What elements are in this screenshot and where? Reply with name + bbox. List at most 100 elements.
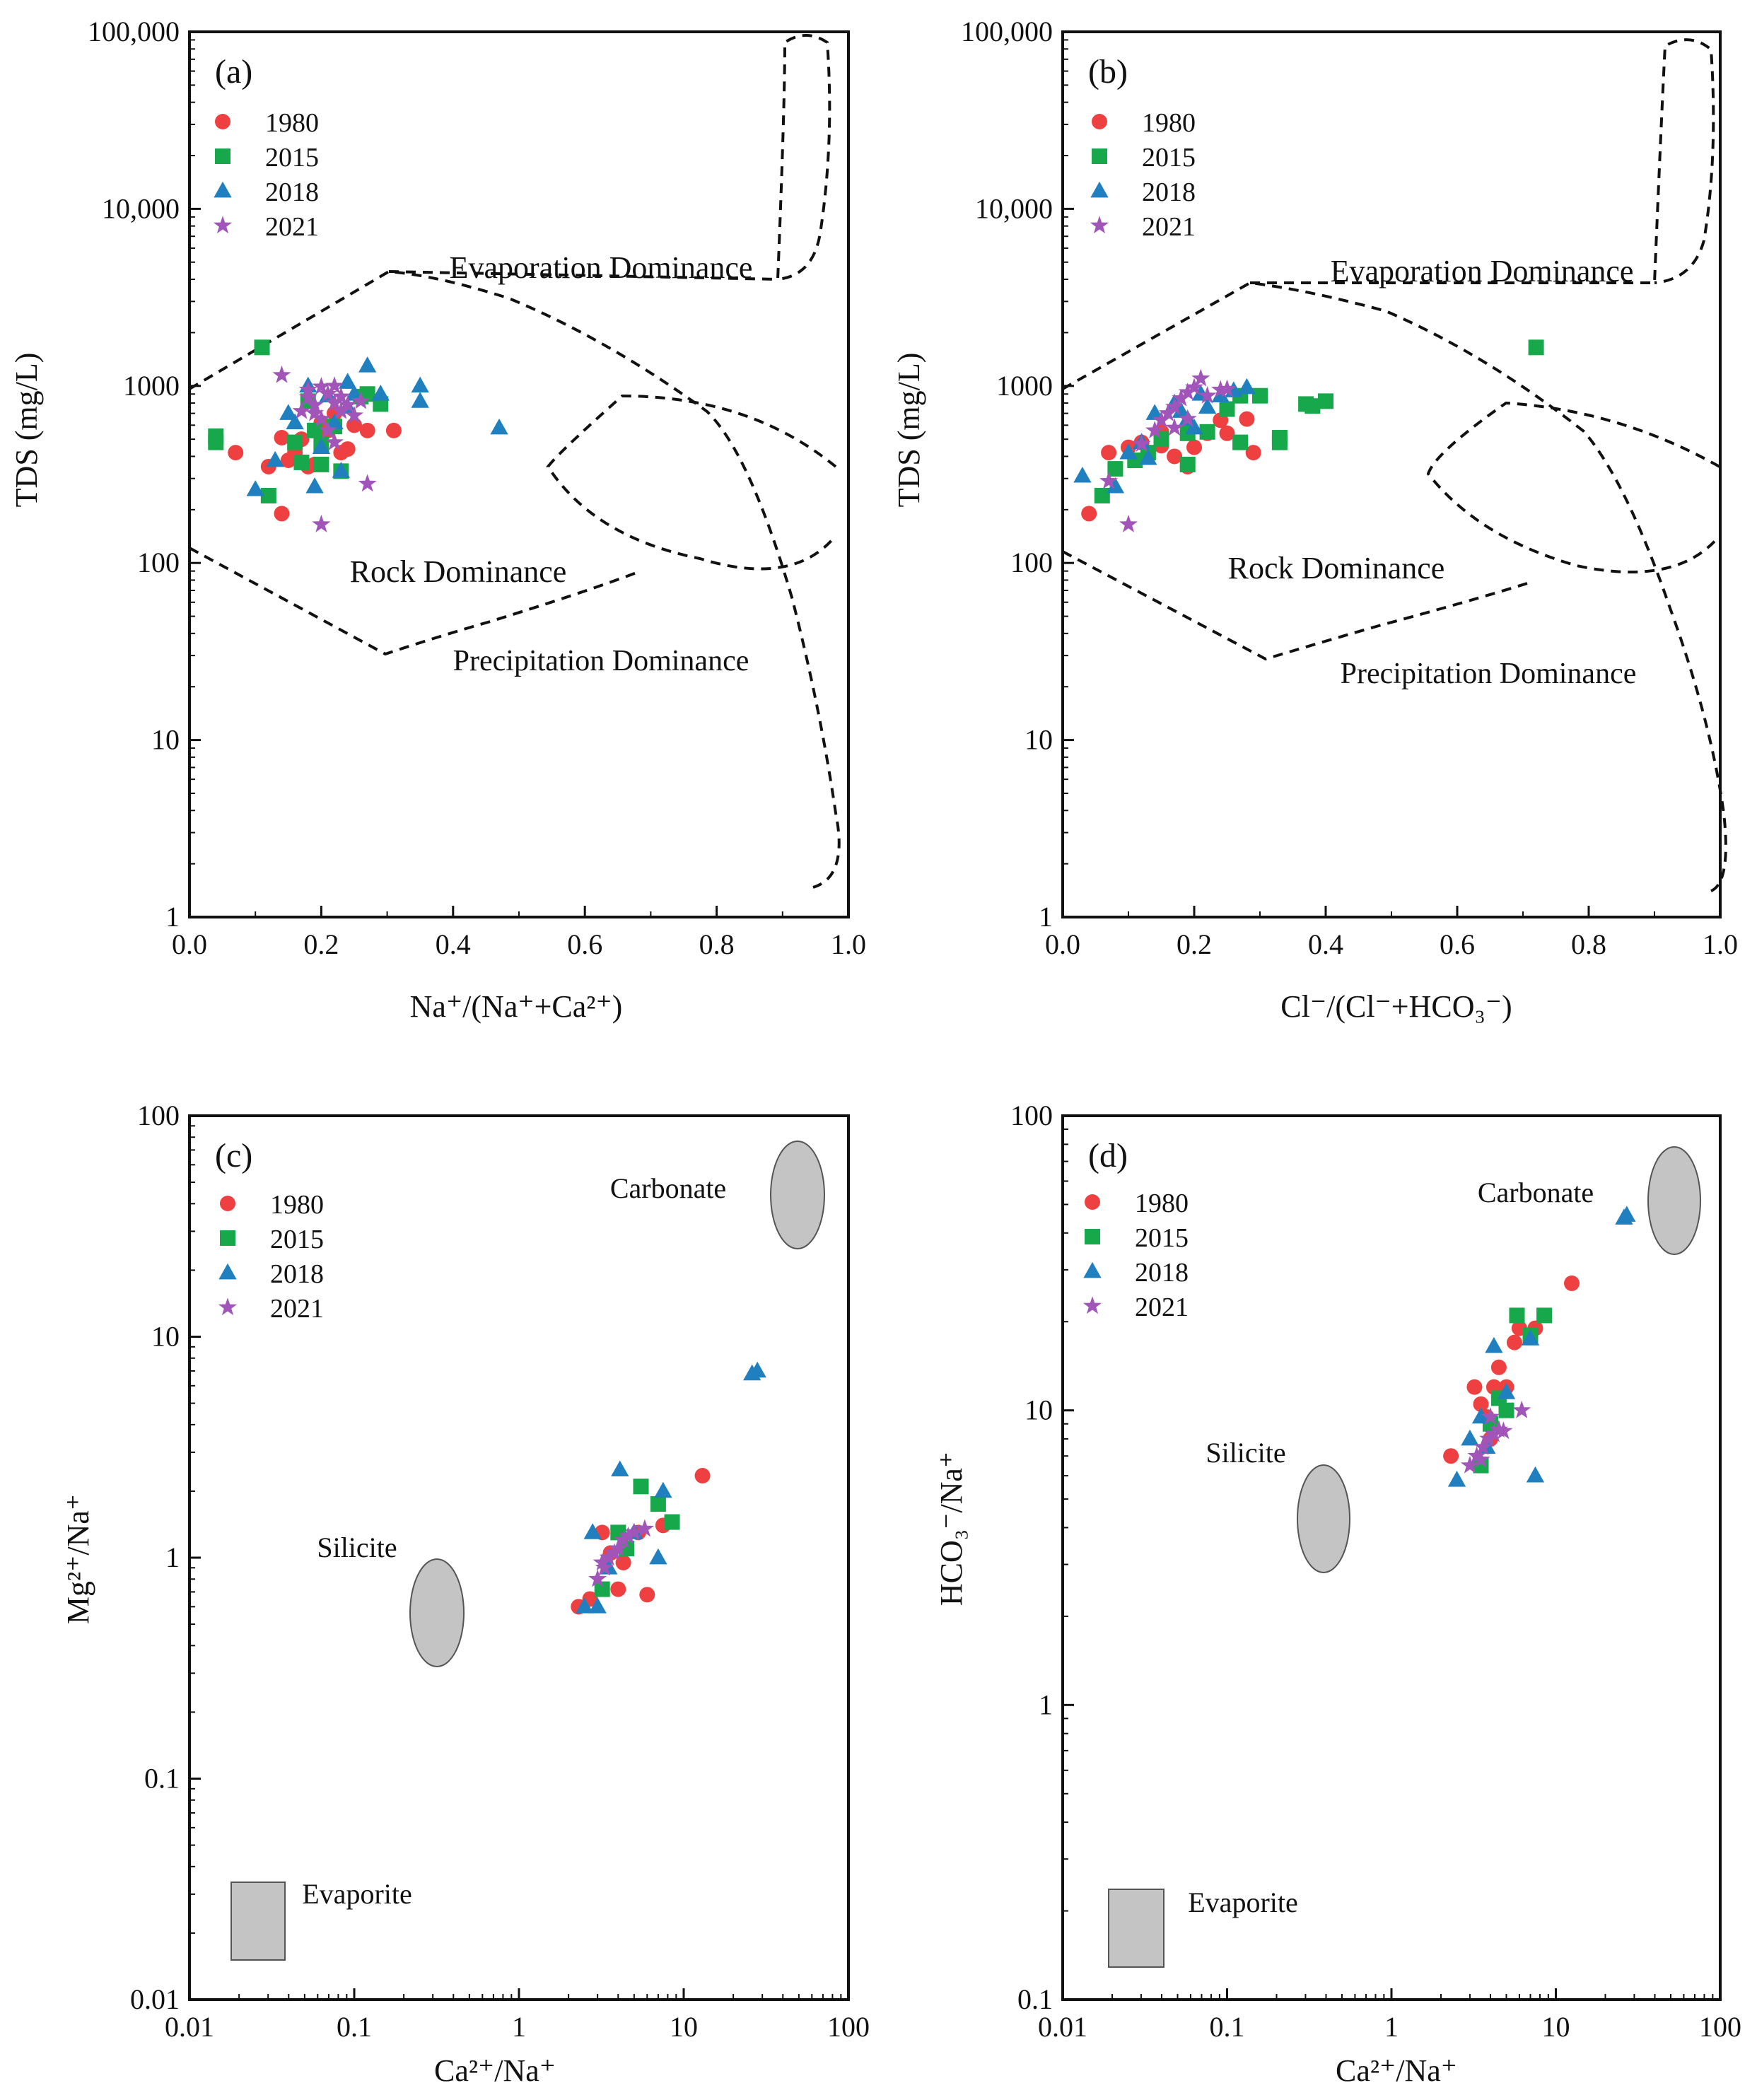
legend-marker-2021 <box>218 1297 238 1316</box>
data-point-2021 <box>1145 421 1164 438</box>
data-point-2021 <box>1184 378 1204 396</box>
legend-marker-2015 <box>220 1230 235 1246</box>
y-tick-label: 100 <box>137 1099 180 1131</box>
gibbs-boundary-inner <box>1426 401 1720 573</box>
y-tick-label: 10 <box>1025 724 1053 756</box>
data-point-2021 <box>1494 1421 1513 1440</box>
y-tick-label: 100,000 <box>88 16 180 47</box>
legend-label: 1980 <box>1142 108 1196 138</box>
data-point-2018 <box>1198 397 1217 414</box>
legend-label: 2015 <box>265 143 319 173</box>
legend-marker-2018 <box>218 1263 237 1280</box>
data-point-2015 <box>1107 461 1123 477</box>
data-point-2021 <box>1191 368 1210 387</box>
gibbs-boundary-top-loop <box>1250 38 1715 284</box>
legend-label: 1980 <box>270 1190 324 1220</box>
data-point-2021 <box>298 387 317 406</box>
x-axis-label: Na⁺/(Na⁺+Ca²⁺) <box>410 989 623 1024</box>
data-point-2021 <box>635 1519 654 1537</box>
data-point-1980 <box>1473 1396 1489 1412</box>
y-tick-label: 1 <box>165 1541 180 1573</box>
legend-marker-2015 <box>215 148 230 164</box>
data-point-1980 <box>694 1468 711 1484</box>
panel-d: HCO₃⁻/Na⁺ Ca²⁺/Na⁺ Carbonate Silicite Ev… <box>934 1099 1741 2088</box>
legend-label: 2015 <box>270 1225 324 1254</box>
x-tick-label: 0.8 <box>699 928 735 960</box>
data-point-2015 <box>1528 339 1544 356</box>
y-tick-label: 1000 <box>996 370 1053 402</box>
x-tick-label: 1 <box>512 2011 526 2043</box>
data-point-2021 <box>305 403 325 421</box>
data-point-2021 <box>1467 1446 1486 1464</box>
x-axis-label: Cl⁻/(Cl⁻+HCO₃⁻) <box>1280 989 1512 1024</box>
x-tick-label: 0.6 <box>1440 928 1475 960</box>
data-point-2021 <box>1481 1407 1500 1425</box>
x-tick-label: 0.6 <box>567 928 602 960</box>
data-point-2015 <box>1536 1307 1553 1324</box>
panel-label: (c) <box>215 1137 252 1174</box>
data-point-2015 <box>1094 487 1110 503</box>
data-point-2015 <box>208 434 224 450</box>
data-point-1980 <box>274 506 290 522</box>
data-point-1980 <box>1167 448 1183 465</box>
x-tick-label: 100 <box>827 2011 870 2043</box>
gibbs-boundary-top-loop <box>388 34 831 281</box>
legend-label: 2018 <box>1142 177 1196 207</box>
data-point-2018 <box>1237 378 1256 395</box>
legend-label: 2015 <box>1135 1223 1189 1253</box>
data-point-2015 <box>307 422 323 438</box>
legend-label: 1980 <box>265 108 319 138</box>
data-point-2021 <box>272 365 291 383</box>
data-point-2018 <box>1106 477 1125 494</box>
carbonate-field <box>1647 1146 1701 1255</box>
data-point-2018 <box>576 1597 594 1614</box>
data-point-1980 <box>1219 425 1235 441</box>
data-point-2018 <box>1526 1466 1545 1483</box>
data-point-2021 <box>312 409 331 427</box>
data-point-2021 <box>318 421 337 438</box>
data-point-2018 <box>654 1481 672 1498</box>
x-axis-label: Ca²⁺/Na⁺ <box>1336 2053 1457 2088</box>
x-axis-label: Ca²⁺/Na⁺ <box>434 2053 556 2088</box>
data-point-2018 <box>1497 1383 1516 1399</box>
data-point-2021 <box>1158 403 1177 421</box>
data-point-2018 <box>1461 1429 1479 1446</box>
gibbs-boundary-lower <box>1062 550 1528 661</box>
data-point-2015 <box>1232 434 1249 450</box>
data-point-1980 <box>359 422 375 438</box>
data-point-1980 <box>610 1581 626 1597</box>
data-point-2018 <box>748 1361 766 1378</box>
label-precipitation-dominance: Precipitation Dominance <box>1341 658 1637 690</box>
label-silicite: Silicite <box>317 1532 397 1563</box>
data-point-2021 <box>1178 409 1197 427</box>
data-point-1980 <box>1490 1359 1507 1375</box>
y-tick-label: 1 <box>1039 1688 1053 1720</box>
carbonate-field <box>770 1141 825 1249</box>
x-tick-label: 0.2 <box>303 928 339 960</box>
data-point-2021 <box>1198 386 1217 404</box>
data-point-1980 <box>385 422 402 438</box>
y-tick-label: 10,000 <box>975 192 1053 224</box>
label-evaporite: Evaporite <box>302 1878 412 1910</box>
data-point-2021 <box>588 1569 607 1587</box>
data-point-1980 <box>1564 1275 1580 1291</box>
data-point-2021 <box>599 1548 618 1566</box>
x-tick-label: 0.2 <box>1177 928 1212 960</box>
x-tick-label: 0.1 <box>337 2011 372 2043</box>
data-point-2015 <box>313 456 329 472</box>
data-point-2018 <box>312 438 331 454</box>
data-point-2021 <box>325 376 344 394</box>
data-point-2018 <box>305 477 324 494</box>
data-point-2015 <box>1498 1402 1514 1418</box>
data-point-2018 <box>332 462 351 478</box>
data-point-2015 <box>293 454 310 470</box>
y-axis-label: Mg²⁺/Na⁺ <box>61 1494 95 1624</box>
data-point-2018 <box>1172 402 1191 418</box>
y-tick-label: 1 <box>165 901 180 933</box>
data-point-2021 <box>1473 1437 1493 1455</box>
data-point-2021 <box>1512 1400 1531 1418</box>
data-point-1980 <box>1466 1379 1483 1395</box>
data-point-2015 <box>1199 424 1215 440</box>
y-tick-label: 10 <box>1025 1394 1053 1426</box>
